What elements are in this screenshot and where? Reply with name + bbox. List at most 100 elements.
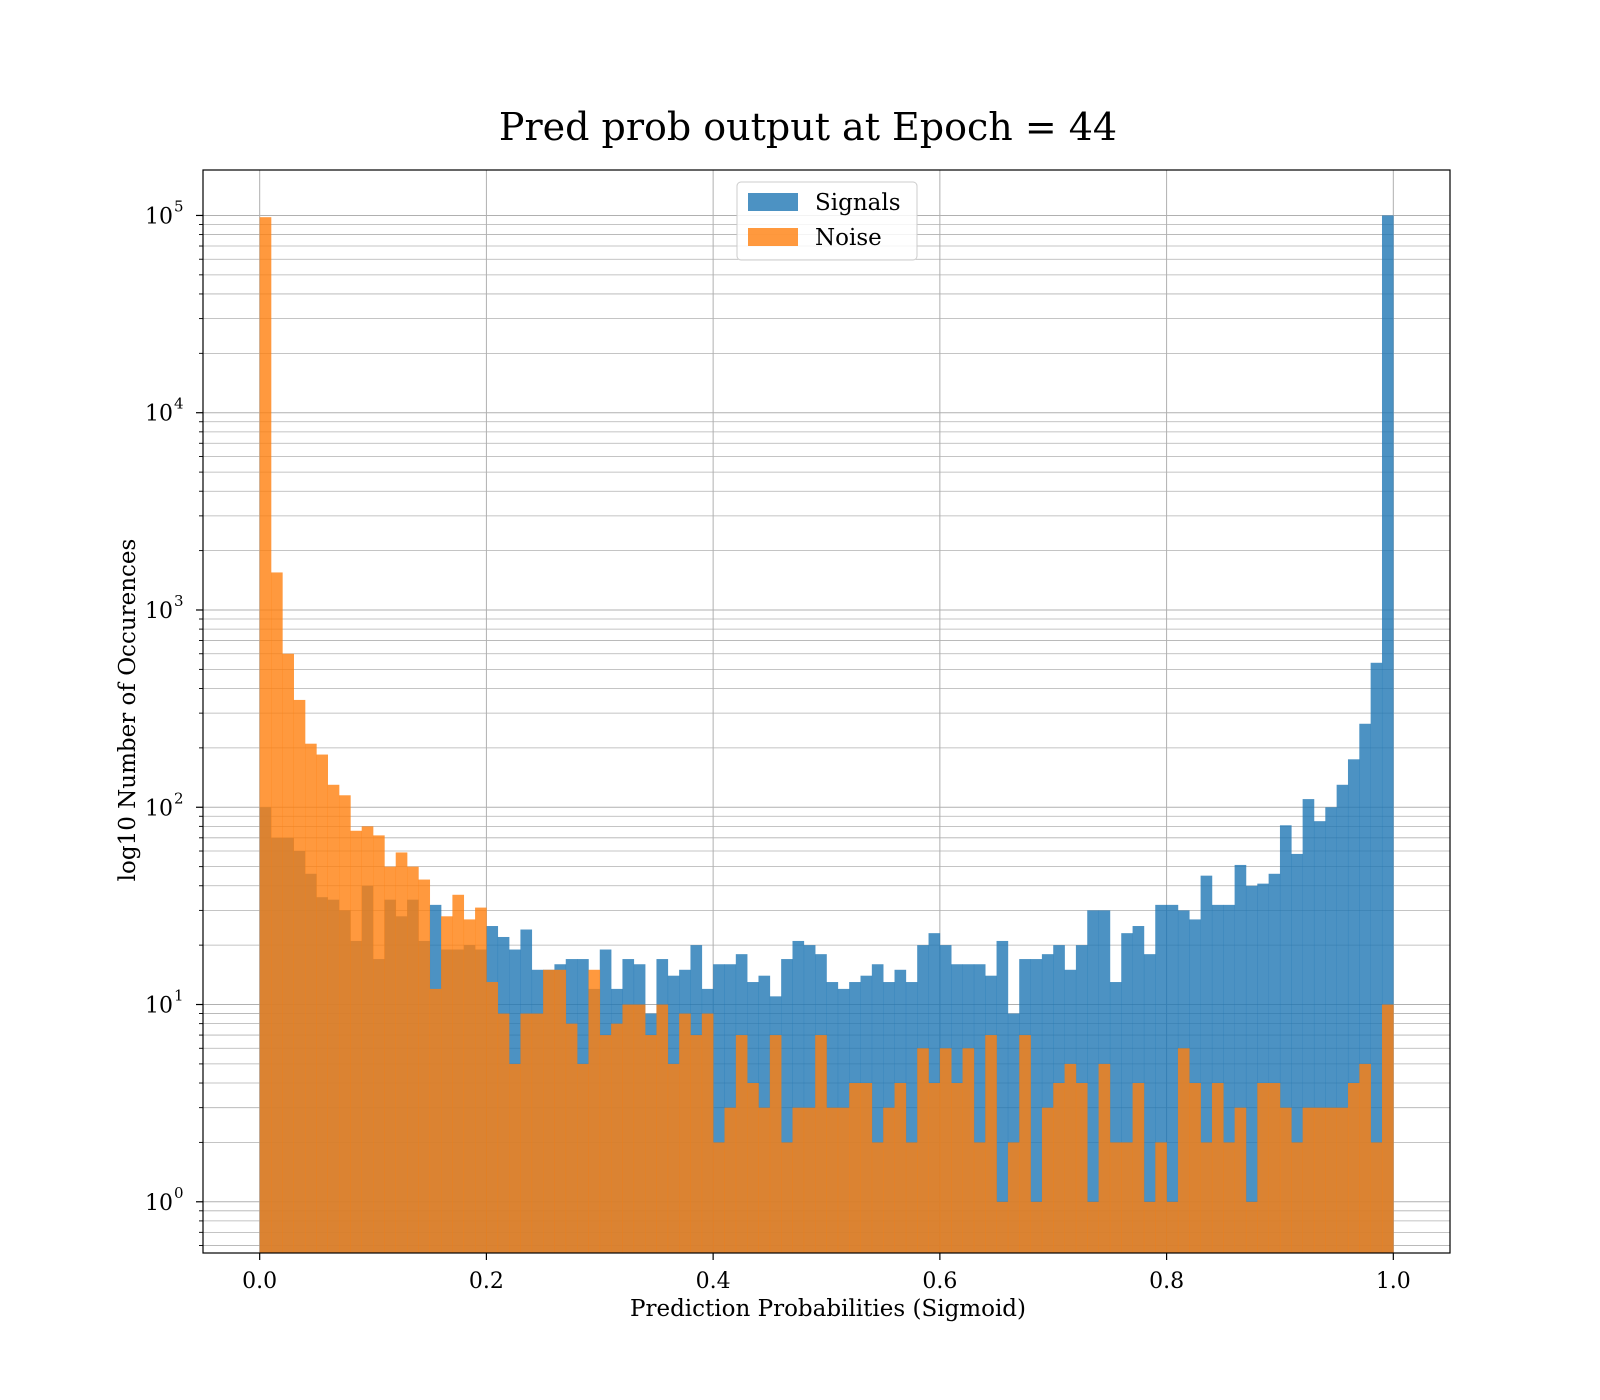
- noise-bar: [1223, 1142, 1235, 1253]
- y-tick-label: 10: [145, 402, 173, 427]
- noise-bar: [565, 1023, 578, 1253]
- noise-bar: [962, 1048, 975, 1253]
- noise-bar: [917, 1048, 929, 1253]
- noise-bar: [350, 830, 363, 1253]
- chart-title: Pred prob output at Epoch = 44: [499, 105, 1117, 149]
- noise-bar: [282, 653, 294, 1253]
- signals-bar: [1166, 904, 1179, 1253]
- noise-bar: [894, 1083, 907, 1253]
- noise-bar: [1381, 1004, 1394, 1253]
- noise-bar: [622, 1004, 635, 1253]
- y-tick-exponent: 3: [174, 592, 184, 610]
- noise-bar: [939, 1048, 952, 1253]
- noise-bar: [1291, 1142, 1303, 1253]
- signals-bar: [905, 982, 918, 1253]
- noise-bar: [1121, 1142, 1133, 1253]
- noise-bar: [1257, 1083, 1269, 1253]
- legend-swatch-noise: [748, 228, 798, 246]
- noise-bar: [758, 1107, 771, 1253]
- noise-bar: [667, 1063, 680, 1253]
- signals-bar: [792, 940, 805, 1253]
- y-tick-exponent: 4: [174, 395, 184, 413]
- noise-bar: [531, 1013, 544, 1253]
- noise-bar: [463, 919, 476, 1253]
- axes-layer: [196, 169, 1451, 1260]
- noise-bar: [316, 754, 328, 1253]
- noise-bar: [713, 1142, 725, 1253]
- signals-bar: [1041, 954, 1054, 1253]
- signals-bar: [713, 964, 725, 1253]
- noise-bar: [1132, 1083, 1145, 1253]
- signals-bar: [1313, 821, 1326, 1253]
- signals-bar: [1211, 904, 1224, 1253]
- noise-bar: [1041, 1107, 1054, 1253]
- noise-bar: [1189, 1083, 1201, 1253]
- noise-bar: [475, 907, 487, 1253]
- noise-bar: [973, 1142, 986, 1253]
- y-axis-label: log10 Number of Occurences: [115, 539, 141, 882]
- noise-bar: [577, 1063, 589, 1253]
- noise-bar: [724, 1107, 737, 1253]
- noise-bar: [384, 866, 397, 1253]
- noise-bar: [883, 1107, 895, 1253]
- noise-bar: [271, 572, 283, 1253]
- noise-bar: [452, 894, 465, 1253]
- signals-bar: [1200, 875, 1213, 1253]
- noise-bar: [1268, 1083, 1281, 1253]
- x-tick-label: 0.0: [242, 1269, 277, 1294]
- signals-bar: [996, 940, 1009, 1253]
- noise-bar: [905, 1142, 918, 1253]
- noise-bar: [1211, 1083, 1224, 1253]
- signals-bar: [1347, 759, 1360, 1253]
- noise-bar: [520, 1013, 533, 1253]
- noise-bar: [1030, 1201, 1043, 1253]
- noise-bar: [871, 1142, 884, 1253]
- noise-bar: [747, 1083, 759, 1253]
- signals-bar: [973, 964, 986, 1253]
- noise-bar: [497, 1013, 510, 1253]
- signals-bar: [1336, 784, 1349, 1253]
- signals-bar: [1155, 904, 1167, 1253]
- noise-bar: [1347, 1083, 1360, 1253]
- plot-frame: [202, 169, 1451, 1254]
- noise-bar: [554, 969, 567, 1253]
- signals-bar: [1325, 807, 1337, 1253]
- signals-bar: [1030, 959, 1043, 1253]
- noise-bar: [543, 969, 555, 1253]
- signals-bar: [1381, 215, 1394, 1253]
- noise-bar: [679, 1013, 691, 1253]
- noise-bar: [803, 1107, 816, 1253]
- noise-bar: [1302, 1107, 1315, 1253]
- noise-bar: [690, 1035, 703, 1253]
- noise-bar: [429, 988, 442, 1253]
- noise-bar: [1007, 1142, 1020, 1253]
- y-tick-exponent: 0: [174, 1184, 184, 1202]
- y-tick-exponent: 2: [174, 789, 184, 807]
- noise-bar: [1087, 1201, 1099, 1253]
- legend-swatch-signals: [748, 193, 798, 211]
- noise-bar: [860, 1083, 873, 1253]
- noise-bar: [1143, 1201, 1156, 1253]
- noise-bar: [792, 1107, 805, 1253]
- noise-bar: [1359, 1063, 1371, 1253]
- signals-bar: [781, 959, 793, 1253]
- noise-bar: [339, 795, 351, 1253]
- noise-bar: [1279, 1107, 1292, 1253]
- noise-bar: [395, 852, 408, 1253]
- signals-bar: [1370, 662, 1383, 1253]
- noise-bar: [633, 1004, 646, 1253]
- y-tick-exponent: 5: [174, 197, 184, 215]
- x-tick-label: 0.2: [469, 1269, 504, 1294]
- y-tick-label: 10: [145, 599, 173, 624]
- noise-bar: [441, 916, 453, 1253]
- noise-bar: [1370, 1142, 1383, 1253]
- x-tick-label: 0.8: [1149, 1269, 1184, 1294]
- noise-bar: [327, 784, 340, 1253]
- noise-bar: [1245, 1201, 1258, 1253]
- signals-bar: [1245, 885, 1258, 1253]
- noise-bar: [1177, 1048, 1190, 1253]
- noise-bar: [1336, 1107, 1349, 1253]
- legend-label-signals: Signals: [815, 190, 901, 216]
- bars-layer: [259, 215, 1394, 1254]
